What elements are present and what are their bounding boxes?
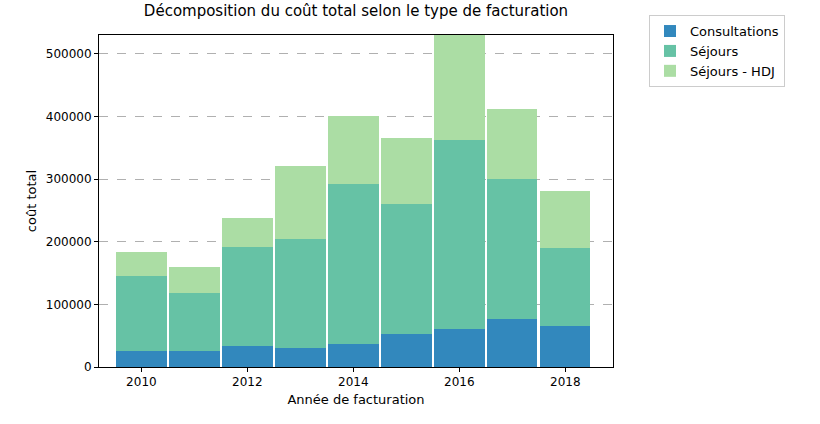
svg-text:300000: 300000 (46, 172, 92, 186)
svg-text:0: 0 (84, 360, 92, 374)
svg-text:Consultations: Consultations (690, 24, 779, 39)
svg-text:2010: 2010 (126, 375, 157, 389)
svg-text:2016: 2016 (444, 375, 475, 389)
svg-text:100000: 100000 (46, 298, 92, 312)
svg-text:Année de facturation: Année de facturation (287, 392, 424, 407)
svg-text:coût total: coût total (24, 170, 39, 232)
svg-text:2012: 2012 (232, 375, 263, 389)
svg-text:Séjours: Séjours (690, 44, 738, 59)
svg-text:200000: 200000 (46, 235, 92, 249)
svg-text:Décomposition du coût total se: Décomposition du coût total selon le typ… (144, 2, 568, 20)
svg-text:Séjours - HDJ: Séjours - HDJ (690, 64, 775, 79)
svg-text:500000: 500000 (46, 47, 92, 61)
svg-text:2014: 2014 (338, 375, 369, 389)
svg-text:2018: 2018 (550, 375, 581, 389)
svg-text:400000: 400000 (46, 110, 92, 124)
